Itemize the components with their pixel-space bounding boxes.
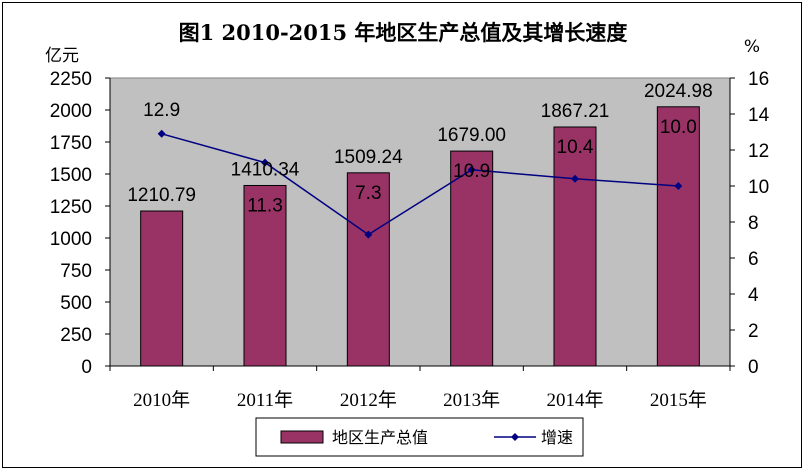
legend-bar-label: 地区生产总值 [332,428,428,447]
growth-point-4 [571,174,579,183]
right-tick-label: 14 [748,105,770,126]
bar-3 [450,150,494,367]
left-tick-label: 1500 [50,165,92,186]
bar-value-label: 2024.98 [644,81,713,102]
right-tick-label: 16 [748,69,769,90]
chart-title: 图1 2010-2015 年地区生产总值及其增长速度 [179,20,628,45]
left-axis-unit: 亿元 [45,46,79,66]
bar-value-label: 1210.79 [127,185,196,206]
right-tick-label: 0 [748,357,759,378]
growth-value-label: 7.3 [355,183,381,204]
bar-1 [243,184,287,367]
growth-value-label: 12.9 [143,100,180,121]
right-axis-unit: % [744,37,760,57]
right-tick-label: 12 [748,141,769,162]
left-tick-label: 1000 [50,229,92,250]
growth-point-3 [467,165,476,174]
bar-value-label: 1867.21 [541,101,610,122]
growth-point-5 [674,182,683,190]
growth-point-0 [157,129,166,138]
growth-value-label: 10.4 [557,137,594,158]
bar-2 [346,172,390,367]
line-series [157,129,683,239]
left-tick-label: 250 [60,325,92,346]
x-tick-label: 2014年 [546,389,603,411]
legend-bar-swatch [280,430,324,444]
left-tick-label: 500 [60,293,92,314]
growth-value-label: 11.3 [247,195,283,216]
x-tick-label: 2012年 [340,389,397,411]
x-tick-label: 2010年 [133,389,190,411]
right-tick-label: 6 [748,249,759,270]
plot-area [109,77,731,367]
left-tick-label: 750 [60,261,92,282]
growth-point-2 [364,230,373,239]
bar-value-label: 1509.24 [334,147,403,168]
bar-value-label: 1679.00 [437,125,506,146]
legend-line-marker [511,433,519,441]
growth-point-1 [261,158,269,167]
data-labels: 1210.79 1410.34 1509.24 1679.00 1867.21 2024.… [127,81,712,217]
left-tick-label: 2000 [50,101,92,122]
left-tick-label: 0 [81,357,92,378]
bar-value-label: 1410.34 [231,159,300,180]
bar-5 [656,106,700,367]
growth-value-label: 10.9 [453,161,490,182]
x-tick-label: 2011年 [237,389,293,411]
right-tick-label: 10 [748,177,769,198]
right-tick-label: 2 [748,321,759,342]
legend-line-label: 增速 [541,428,573,447]
growth-line [161,133,679,236]
axes: 0 250 500 750 1000 1250 1500 1750 2000 2250 0 2 4 6 8 1… [50,69,770,411]
right-tick-label: 8 [748,213,759,234]
x-tick-label: 2015年 [650,389,707,411]
x-tick-label: 2013年 [443,389,500,411]
left-tick-label: 1750 [50,133,92,154]
growth-value-label: 10.0 [660,117,697,138]
left-tick-label: 2250 [50,69,92,90]
legend: 地区生产总值 增速 [255,417,584,457]
bar-0 [140,210,184,367]
right-tick-label: 4 [748,285,759,306]
bar-series [140,106,700,367]
bar-4 [553,126,597,367]
left-tick-label: 1250 [50,197,92,218]
